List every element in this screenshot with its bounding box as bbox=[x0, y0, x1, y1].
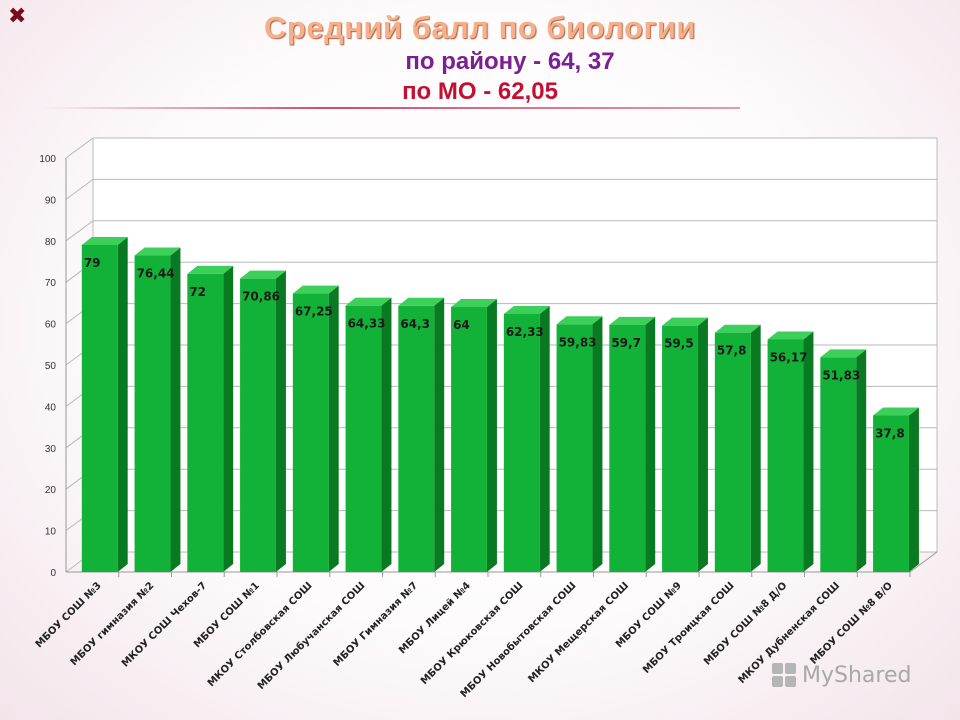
bar-top bbox=[398, 297, 445, 306]
floor-right-edge bbox=[909, 551, 938, 573]
bar bbox=[503, 313, 540, 572]
bar-top bbox=[609, 316, 656, 325]
y-tick-label: 10 bbox=[45, 527, 57, 538]
region-average: по МО - 62,05 bbox=[402, 78, 558, 105]
bar-side bbox=[275, 270, 286, 572]
x-tick-label: МКОУ Столбовская СОШ bbox=[205, 580, 315, 690]
bar bbox=[662, 325, 698, 572]
gridline-side bbox=[65, 178, 94, 200]
bar bbox=[81, 244, 118, 572]
data-label: 72 bbox=[189, 285, 206, 299]
data-label: 51,83 bbox=[822, 368, 860, 382]
data-label: 57,8 bbox=[717, 344, 747, 358]
bar-side bbox=[645, 316, 656, 572]
bar-side bbox=[434, 297, 445, 572]
bar-top bbox=[767, 331, 814, 340]
bar-side bbox=[856, 349, 867, 572]
x-tick-label: МБОУ Троицкая СОШ bbox=[641, 580, 737, 676]
bar-side bbox=[381, 297, 392, 572]
bar bbox=[556, 324, 593, 572]
y-tick-label: 90 bbox=[45, 195, 57, 206]
x-tick-label: МКОУ Мещерская СОШ bbox=[526, 580, 631, 685]
x-tick-label: МБОУ Любучанская СОШ bbox=[255, 580, 367, 692]
bar-side bbox=[697, 317, 708, 572]
x-tick-label: МБОУ Гимназия №7 bbox=[332, 580, 421, 669]
bar bbox=[398, 305, 435, 572]
watermark-logo-icon bbox=[772, 663, 796, 687]
bar-top bbox=[873, 407, 919, 416]
bar bbox=[609, 324, 646, 572]
data-label: 56,17 bbox=[770, 350, 808, 364]
watermark-text: MyShared bbox=[802, 662, 912, 688]
gridline-side bbox=[65, 220, 94, 242]
bar bbox=[873, 415, 909, 572]
data-label: 79 bbox=[84, 256, 101, 270]
bar bbox=[292, 293, 329, 572]
bar bbox=[134, 255, 171, 573]
bar bbox=[187, 273, 224, 572]
x-tick-label: МБОУ Крюковская СОШ bbox=[419, 580, 526, 687]
data-label: 37,8 bbox=[875, 427, 905, 441]
bar-top bbox=[292, 285, 339, 294]
bar bbox=[714, 332, 751, 572]
bar-top bbox=[714, 324, 761, 333]
x-tick-label: МКОУ СОШ Чехов-7 bbox=[120, 580, 209, 669]
bar-top bbox=[451, 299, 497, 308]
data-label: 70,86 bbox=[242, 290, 280, 304]
y-tick-label: 40 bbox=[45, 402, 57, 413]
data-label: 59,83 bbox=[559, 335, 597, 349]
bar-side bbox=[328, 285, 339, 572]
bar-top bbox=[187, 265, 234, 274]
gridline-side bbox=[65, 137, 94, 159]
bar-side bbox=[170, 247, 181, 573]
bar-side bbox=[750, 324, 761, 572]
data-label: 64,33 bbox=[348, 317, 386, 331]
data-label: 76,44 bbox=[137, 267, 175, 281]
district-average: по району - 64, 37 bbox=[405, 48, 615, 75]
bar-top bbox=[503, 305, 550, 314]
data-label: 62,33 bbox=[506, 325, 544, 339]
x-tick-label: МБОУ Новобытовская СОШ bbox=[458, 580, 578, 700]
bar-side bbox=[117, 236, 128, 572]
chart-title: Средний балл по биологии bbox=[264, 10, 696, 45]
bar-side bbox=[223, 265, 234, 572]
y-tick-label: 70 bbox=[45, 278, 57, 289]
y-tick-label: 30 bbox=[45, 444, 57, 455]
title-underline bbox=[40, 107, 740, 109]
data-label: 67,25 bbox=[295, 305, 333, 319]
data-label: 59,5 bbox=[664, 337, 694, 351]
y-tick-label: 20 bbox=[45, 485, 57, 496]
decorative-x-icon: ✖ bbox=[8, 4, 27, 29]
y-tick-label: 80 bbox=[45, 237, 57, 248]
bar-top bbox=[820, 349, 867, 358]
y-tick-label: 60 bbox=[45, 320, 57, 331]
y-tick-label: 50 bbox=[45, 361, 57, 372]
bar-top bbox=[345, 297, 392, 306]
bar-top bbox=[240, 270, 286, 279]
bar-top bbox=[662, 317, 708, 326]
bar-top bbox=[556, 316, 603, 325]
bar-side bbox=[592, 316, 603, 572]
bar-top bbox=[81, 236, 128, 245]
bar bbox=[820, 357, 857, 572]
bar bbox=[345, 305, 382, 572]
y-tick-label: 0 bbox=[50, 568, 56, 579]
bar bbox=[767, 339, 804, 572]
bar-side bbox=[803, 331, 814, 572]
data-label: 59,7 bbox=[611, 336, 641, 350]
y-tick-label: 100 bbox=[39, 154, 56, 165]
bar-side bbox=[908, 407, 919, 572]
data-label: 64 bbox=[453, 318, 470, 332]
data-label: 64,3 bbox=[400, 317, 430, 331]
bar bbox=[240, 278, 276, 572]
bar-side bbox=[539, 305, 550, 572]
bar bbox=[451, 307, 487, 572]
bar-side bbox=[486, 299, 497, 572]
watermark: MyShared bbox=[772, 660, 911, 690]
bar-top bbox=[134, 247, 181, 256]
